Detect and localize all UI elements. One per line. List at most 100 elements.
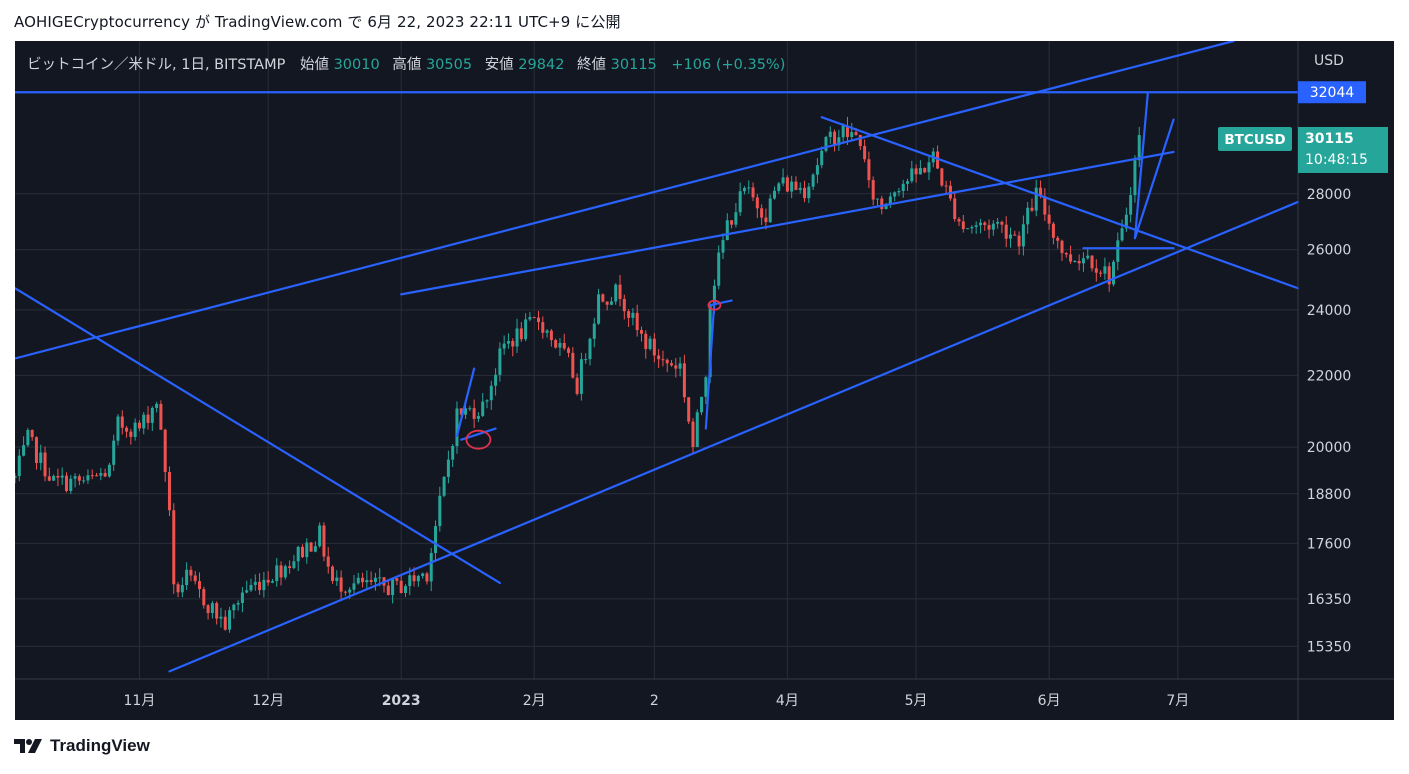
- candle-body: [1004, 224, 1008, 239]
- candle-body: [56, 475, 60, 478]
- candle-body: [661, 359, 665, 361]
- candle-body: [129, 431, 133, 437]
- candle-body: [309, 542, 313, 552]
- candle-body: [700, 396, 704, 413]
- svg-text:ビットコイン／米ドル, 1日, BITSTAMP: ビットコイン／米ドル, 1日, BITSTAMP 始値 30010 高値 305…: [27, 56, 785, 73]
- candle-body: [670, 363, 674, 366]
- author-name[interactable]: AOHIGECryptocurrency: [14, 13, 191, 31]
- x-tick-label: 2: [650, 693, 659, 709]
- candle-body: [631, 312, 635, 318]
- candle-body: [738, 191, 742, 213]
- candle-body: [815, 165, 819, 175]
- y-tick-label: 22000: [1307, 368, 1352, 384]
- candle-body: [682, 363, 686, 398]
- candle-body: [858, 135, 862, 147]
- mar-neck-line: [709, 299, 733, 307]
- candle-body: [180, 585, 184, 593]
- drawings[interactable]: [15, 41, 1300, 673]
- candle-body: [1009, 234, 1013, 239]
- candle-body: [90, 475, 94, 477]
- candle-body: [524, 319, 528, 340]
- candle-body: [421, 573, 425, 577]
- candle-body: [755, 197, 759, 209]
- candle-body: [142, 414, 146, 429]
- chart-frame[interactable]: USD 15350 16350 17600 18800 20000 22000 24000 2…: [15, 41, 1394, 720]
- candle-body: [1034, 187, 1038, 211]
- breakout-line-2: [1133, 118, 1175, 240]
- candle-body: [725, 220, 729, 241]
- jan-impulse-line: [455, 367, 476, 438]
- last-price-label: 30115: [1305, 131, 1354, 147]
- candle-body: [678, 363, 682, 369]
- candle-body: [223, 616, 227, 630]
- candle-body: [541, 322, 545, 333]
- candle-body: [103, 473, 107, 477]
- candle-body: [1120, 228, 1124, 241]
- candle-body: [798, 187, 802, 190]
- candle-body: [506, 341, 510, 344]
- candlestick-chart[interactable]: USD 15350 16350 17600 18800 20000 22000 24000 2…: [15, 41, 1394, 720]
- legend-open-value: 30010: [334, 57, 380, 73]
- candle-body: [365, 579, 369, 583]
- candle-body: [150, 407, 154, 423]
- candle-body: [777, 183, 781, 191]
- candle-body: [828, 131, 832, 137]
- candle-body: [17, 455, 21, 477]
- candle-body: [811, 174, 815, 187]
- candle-body: [807, 186, 811, 199]
- candle-body: [472, 408, 476, 419]
- candle-body: [536, 317, 541, 323]
- candle-body: [34, 437, 38, 463]
- legend-close-value: 30115: [611, 57, 657, 73]
- descending-line-2023: [820, 116, 1300, 290]
- site-name[interactable]: TradingView.com: [214, 13, 343, 31]
- candle-body: [906, 181, 910, 184]
- candle-body: [283, 566, 287, 578]
- mar-impulse-line: [704, 299, 716, 430]
- candle-body: [240, 592, 244, 604]
- candle-body: [176, 584, 180, 593]
- candle-body: [120, 416, 124, 428]
- candle-body: [476, 415, 480, 419]
- upper-channel-line: [15, 41, 1235, 360]
- candle-body: [232, 604, 236, 611]
- candle-body: [155, 403, 159, 408]
- candle-body: [575, 377, 579, 394]
- candle-body: [296, 546, 300, 562]
- candle-body: [391, 578, 395, 596]
- x-tick-label: 7月: [1166, 693, 1189, 709]
- candle-body: [1030, 207, 1034, 211]
- candle-body: [644, 333, 648, 349]
- candles: [15, 116, 1141, 633]
- candle-body: [210, 603, 214, 614]
- candle-body: [356, 577, 360, 584]
- candle-body: [107, 464, 111, 477]
- candle-body: [850, 132, 854, 138]
- candle-body: [897, 191, 901, 193]
- candle-body: [562, 343, 566, 349]
- legend-symbol[interactable]: ビットコイン／米ドル, 1日, BITSTAMP: [27, 56, 286, 73]
- candle-body: [1043, 196, 1047, 215]
- candle-body: [22, 445, 26, 456]
- candle-body: [455, 408, 459, 447]
- candle-body: [15, 476, 17, 478]
- candle-body: [1013, 234, 1017, 236]
- candle-body: [502, 343, 506, 349]
- footer-brand[interactable]: TradingView: [14, 736, 150, 756]
- candle-body: [189, 569, 193, 576]
- candle-body: [1094, 268, 1098, 273]
- candle-body: [1116, 240, 1120, 262]
- candle-body: [1026, 207, 1030, 225]
- candle-body: [485, 400, 489, 402]
- candle-body: [322, 525, 326, 557]
- publication-header: AOHIGECryptocurrency が TradingView.com で…: [14, 11, 621, 32]
- candle-body: [459, 408, 463, 415]
- candle-body: [266, 579, 270, 583]
- candle-body: [245, 590, 249, 593]
- candle-body: [652, 338, 656, 356]
- candle-body: [991, 223, 995, 230]
- candle-body: [983, 222, 987, 225]
- candle-body: [305, 542, 309, 558]
- candle-body: [833, 131, 837, 145]
- candle-body: [519, 328, 523, 340]
